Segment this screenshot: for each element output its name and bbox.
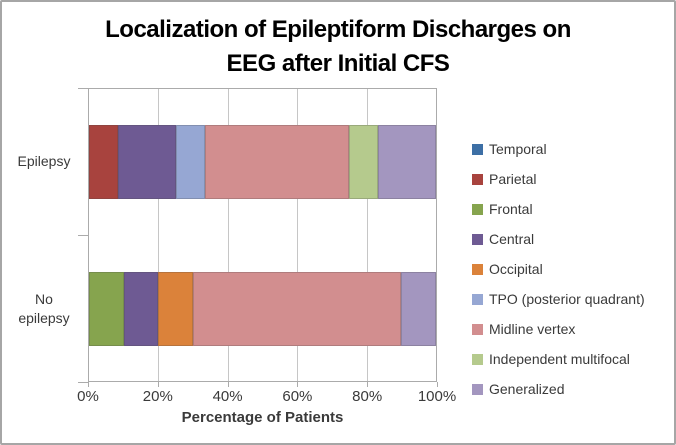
legend-item-frontal: Frontal	[472, 194, 645, 224]
chart-title: Localization of Epileptiform Discharges …	[2, 13, 674, 81]
gridline-20	[158, 89, 160, 381]
bar-segment-epilepsy-independent-multifocal	[349, 125, 379, 199]
legend-item-temporal: Temporal	[472, 134, 645, 164]
legend-swatch-generalized	[472, 383, 483, 395]
category-label-text: No epilepsy	[18, 290, 70, 326]
x-tick-label-80: 80%	[352, 388, 383, 405]
legend-item-midline-vertex: Midline vertex	[472, 314, 645, 344]
bar-segment-no-epilepsy-central	[123, 272, 159, 346]
bar-segment-epilepsy-tpo-posterior-quadrant	[175, 125, 205, 199]
x-tick-label-100: 100%	[417, 388, 457, 405]
category-axis-labels: Epilepsy No epilepsy	[4, 88, 84, 382]
bar-epilepsy	[89, 125, 436, 199]
legend-label-tpo-posterior-quadrant: TPO (posterior quadrant)	[489, 291, 645, 307]
legend-label-generalized: Generalized	[489, 381, 565, 397]
y-tick-mark-0	[78, 88, 88, 89]
legend-item-generalized: Generalized	[472, 374, 645, 404]
gridline-60	[297, 89, 299, 381]
bar-no-epilepsy	[89, 272, 436, 346]
chart-title-line1: Localization of Epileptiform Discharges …	[105, 16, 571, 43]
bar-segment-epilepsy-parietal	[89, 125, 118, 199]
x-tick-label-20: 20%	[142, 388, 173, 405]
legend-item-central: Central	[472, 224, 645, 254]
legend-item-occipital: Occipital	[472, 254, 645, 284]
legend-label-central: Central	[489, 231, 535, 247]
legend-item-tpo-posterior-quadrant: TPO (posterior quadrant)	[472, 284, 645, 314]
legend-item-parietal: Parietal	[472, 164, 645, 194]
y-tick-mark-1	[78, 235, 88, 236]
bar-segment-no-epilepsy-midline-vertex	[193, 272, 402, 346]
legend-swatch-frontal	[472, 203, 483, 215]
legend-label-temporal: Temporal	[489, 141, 547, 157]
legend-swatch-occipital	[472, 263, 483, 275]
plot-area	[88, 88, 437, 382]
legend-swatch-temporal	[472, 143, 483, 155]
legend-label-midline-vertex: Midline vertex	[489, 321, 576, 337]
legend-label-occipital: Occipital	[489, 261, 543, 277]
x-tick-mark-40	[227, 382, 229, 387]
x-tick-mark-20	[157, 382, 159, 387]
bar-segment-epilepsy-midline-vertex	[204, 125, 350, 199]
gridline-80	[366, 89, 368, 381]
x-tick-label-40: 40%	[212, 388, 243, 405]
legend-label-parietal: Parietal	[489, 171, 537, 187]
x-axis-title: Percentage of Patients	[181, 409, 344, 426]
gridline-40	[227, 89, 229, 381]
bar-segment-epilepsy-generalized	[378, 125, 436, 199]
legend-label-frontal: Frontal	[489, 201, 533, 217]
x-tick-mark-0	[88, 382, 89, 387]
legend-swatch-midline-vertex	[472, 323, 483, 335]
legend: Temporal Parietal Frontal Central Occipital T…	[472, 134, 645, 404]
y-tick-mark-2	[78, 382, 88, 383]
category-label-text: Epilepsy	[17, 153, 71, 169]
bar-segment-no-epilepsy-occipital	[158, 272, 194, 346]
category-label-no-epilepsy: No epilepsy	[4, 235, 84, 382]
x-tick-mark-60	[297, 382, 299, 387]
bar-segment-epilepsy-central	[117, 125, 176, 199]
legend-swatch-tpo-posterior-quadrant	[472, 293, 483, 305]
x-tick-mark-80	[367, 382, 369, 387]
bar-segment-no-epilepsy-frontal	[89, 272, 124, 346]
x-tick-label-0: 0%	[77, 388, 99, 405]
chart-title-line2: EEG after Initial CFS	[226, 50, 450, 77]
category-label-epilepsy: Epilepsy	[4, 88, 84, 235]
legend-item-independent-multifocal: Independent multifocal	[472, 344, 645, 374]
legend-swatch-independent-multifocal	[472, 353, 483, 365]
legend-swatch-central	[472, 233, 483, 245]
legend-label-independent-multifocal: Independent multifocal	[489, 351, 630, 367]
legend-swatch-parietal	[472, 173, 483, 185]
x-tick-label-60: 60%	[282, 388, 313, 405]
x-tick-mark-100	[437, 382, 438, 387]
bar-segment-no-epilepsy-generalized	[401, 272, 436, 346]
